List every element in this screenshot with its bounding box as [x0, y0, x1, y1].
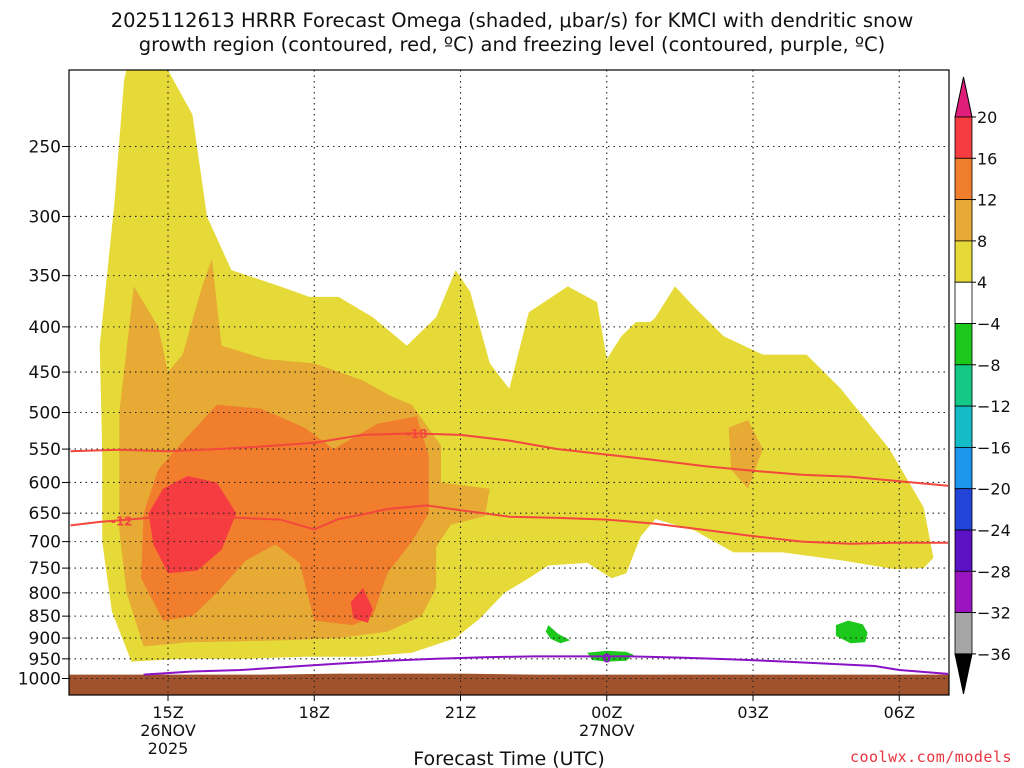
omega-region--8--4-8	[835, 620, 868, 644]
colorbar-bin--32--28	[954, 570, 973, 613]
x-tick-label-18Z: 18Z	[299, 703, 330, 722]
y-tick-label-600: 600	[29, 473, 61, 493]
colorbar-bin--24--20	[954, 488, 973, 531]
colorbar-bin--8--4	[954, 323, 973, 366]
isotherm-line-0	[70, 432, 949, 487]
y-tick-label-850: 850	[29, 607, 61, 627]
x-tick-label-27NOV: 27NOV	[579, 721, 635, 740]
x-tick-label-06Z: 06Z	[884, 703, 915, 722]
colorbar-label-0: 20	[977, 108, 997, 127]
isotherm-label-1: -12	[111, 514, 133, 528]
y-tick-label-650: 650	[29, 504, 61, 524]
site-credit: coolwx.com/models	[850, 748, 1012, 766]
colorbar-label-13: −36	[977, 645, 1011, 664]
isotherm-line-2	[143, 655, 949, 676]
colorbar-label-1: 16	[977, 149, 997, 168]
omega-shading	[99, 70, 934, 662]
x-tick-label-15Z: 15Z	[152, 703, 183, 722]
omega-region-16-20-5	[350, 588, 373, 623]
colorbar-bin--4-4	[954, 281, 973, 324]
colorbar-label-9: −20	[977, 480, 1011, 499]
colorbar-label-2: 12	[977, 191, 997, 210]
y-tick-label-300: 300	[29, 207, 61, 227]
omega-region--8--4-6	[545, 625, 571, 644]
x-tick-label-03Z: 03Z	[737, 703, 768, 722]
isotherm-label-2: 0	[603, 651, 611, 665]
colorbar: 20 16 12 8 4 −4 −8 −12 −16 −20 −24 −28 −32 −36	[954, 76, 1011, 695]
y-axis: 2503003504004505005506006507007508008509…	[18, 138, 69, 690]
x-tick-label-00Z: 00Z	[591, 703, 622, 722]
y-tick-label-400: 400	[29, 318, 61, 338]
isotherm-line-1	[70, 504, 948, 545]
x-tick-label-2025: 2025	[148, 739, 189, 758]
isotherm-label-0: -18	[406, 427, 428, 441]
y-tick-label-1000: 1000	[18, 670, 61, 690]
colorbar-bin--16--12	[954, 405, 973, 448]
y-tick-label-500: 500	[29, 404, 61, 424]
colorbar-under-triangle	[954, 653, 973, 695]
y-tick-label-350: 350	[29, 267, 61, 287]
chart-title-line-1: 2025112613 HRRR Forecast Omega (shaded, …	[110, 9, 914, 32]
colorbar-label-3: 8	[977, 232, 987, 251]
colorbar-bin-12-16	[954, 157, 973, 201]
x-tick-label-26NOV: 26NOV	[140, 721, 196, 740]
colorbar-label-4: 4	[977, 273, 987, 292]
y-tick-label-250: 250	[29, 138, 61, 158]
colorbar-bin-8-12	[954, 199, 973, 242]
colorbar-label-5: −4	[977, 315, 1001, 334]
x-axis-label: Forecast Time (UTC)	[413, 748, 604, 768]
colorbar-bin--20--16	[954, 446, 973, 490]
y-tick-label-550: 550	[29, 440, 61, 460]
chart-title-line-2: growth region (contoured, red, ºC) and f…	[138, 33, 886, 56]
colorbar-over-triangle	[954, 76, 973, 118]
omega-region-12-16-3	[141, 404, 429, 626]
colorbar-bin--12--8	[954, 364, 973, 407]
y-tick-label-950: 950	[29, 650, 61, 670]
isotherm-contours: -18 -12 0	[70, 427, 949, 676]
y-tick-label-900: 900	[29, 629, 61, 649]
colorbar-bin--36--32	[954, 612, 973, 655]
colorbar-label-7: −12	[977, 397, 1011, 416]
colorbar-label-12: −32	[977, 604, 1011, 623]
colorbar-label-10: −24	[977, 521, 1011, 540]
colorbar-label-11: −28	[977, 562, 1011, 581]
colorbar-bin--28--24	[954, 529, 973, 572]
colorbar-label-6: −8	[977, 356, 1001, 375]
y-tick-label-450: 450	[29, 363, 61, 383]
colorbar-bin-4-8	[954, 240, 973, 283]
colorbar-bin-16-20	[954, 116, 973, 159]
omega-region-16-20-4	[148, 476, 237, 574]
terrain-fill	[69, 673, 949, 695]
y-tick-label-800: 800	[29, 584, 61, 604]
x-tick-label-21Z: 21Z	[445, 703, 476, 722]
colorbar-label-8: −16	[977, 438, 1011, 457]
terrain-surface	[69, 673, 949, 695]
plot-frame	[68, 69, 950, 696]
grid	[69, 70, 949, 695]
y-tick-label-700: 700	[29, 533, 61, 553]
y-tick-label-750: 750	[29, 559, 61, 579]
